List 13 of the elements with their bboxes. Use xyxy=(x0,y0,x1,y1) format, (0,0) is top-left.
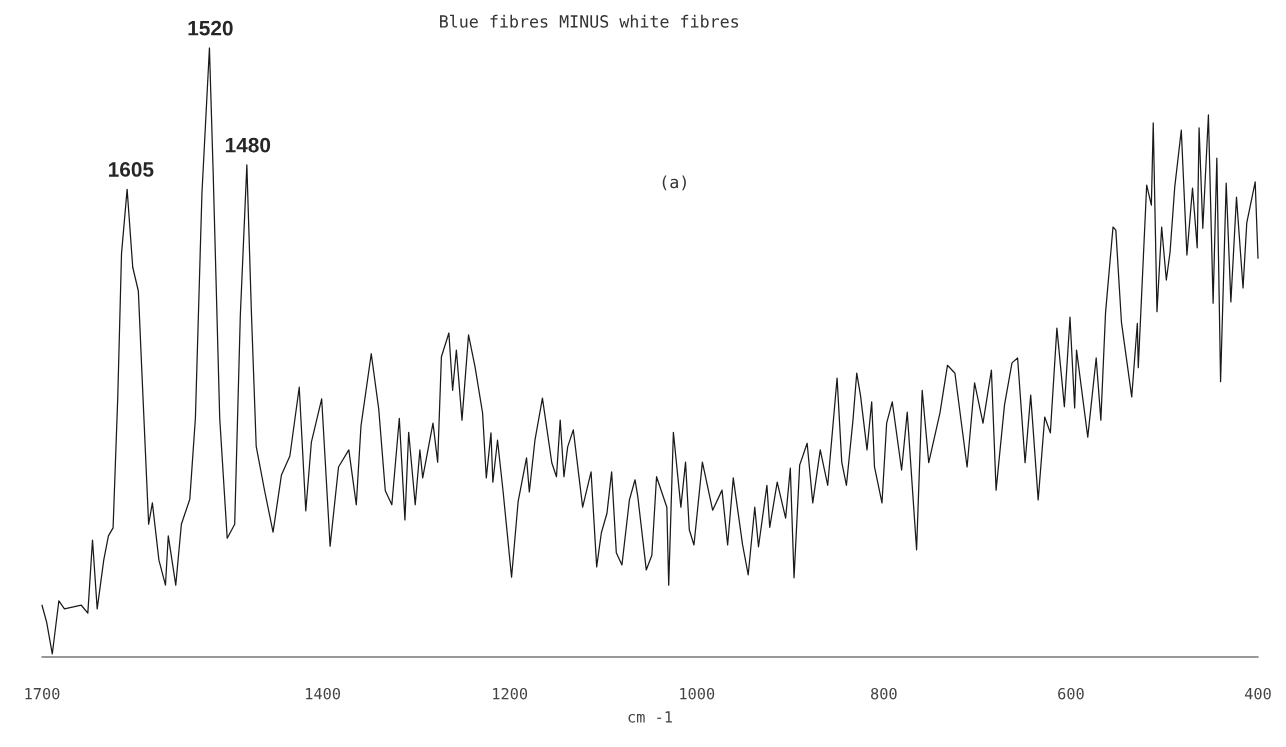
x-tick-label: 1200 xyxy=(493,687,528,700)
x-tick-label: 600 xyxy=(1058,687,1084,700)
x-tick-label: 1000 xyxy=(680,687,715,700)
x-axis-title: cm -1 xyxy=(628,711,672,723)
x-tick-label: 1700 xyxy=(25,687,60,700)
annotation: (a) xyxy=(662,175,686,191)
annotation: 1605 xyxy=(109,162,154,177)
x-tick-label: 400 xyxy=(1244,687,1271,700)
annotation: 1520 xyxy=(188,20,233,36)
x-tick-label: 800 xyxy=(871,687,897,700)
annotation: 1480 xyxy=(225,137,271,153)
x-tick-label: 1400 xyxy=(306,687,341,700)
chart-title: Blue fibres MINUS white fibres xyxy=(440,14,739,28)
